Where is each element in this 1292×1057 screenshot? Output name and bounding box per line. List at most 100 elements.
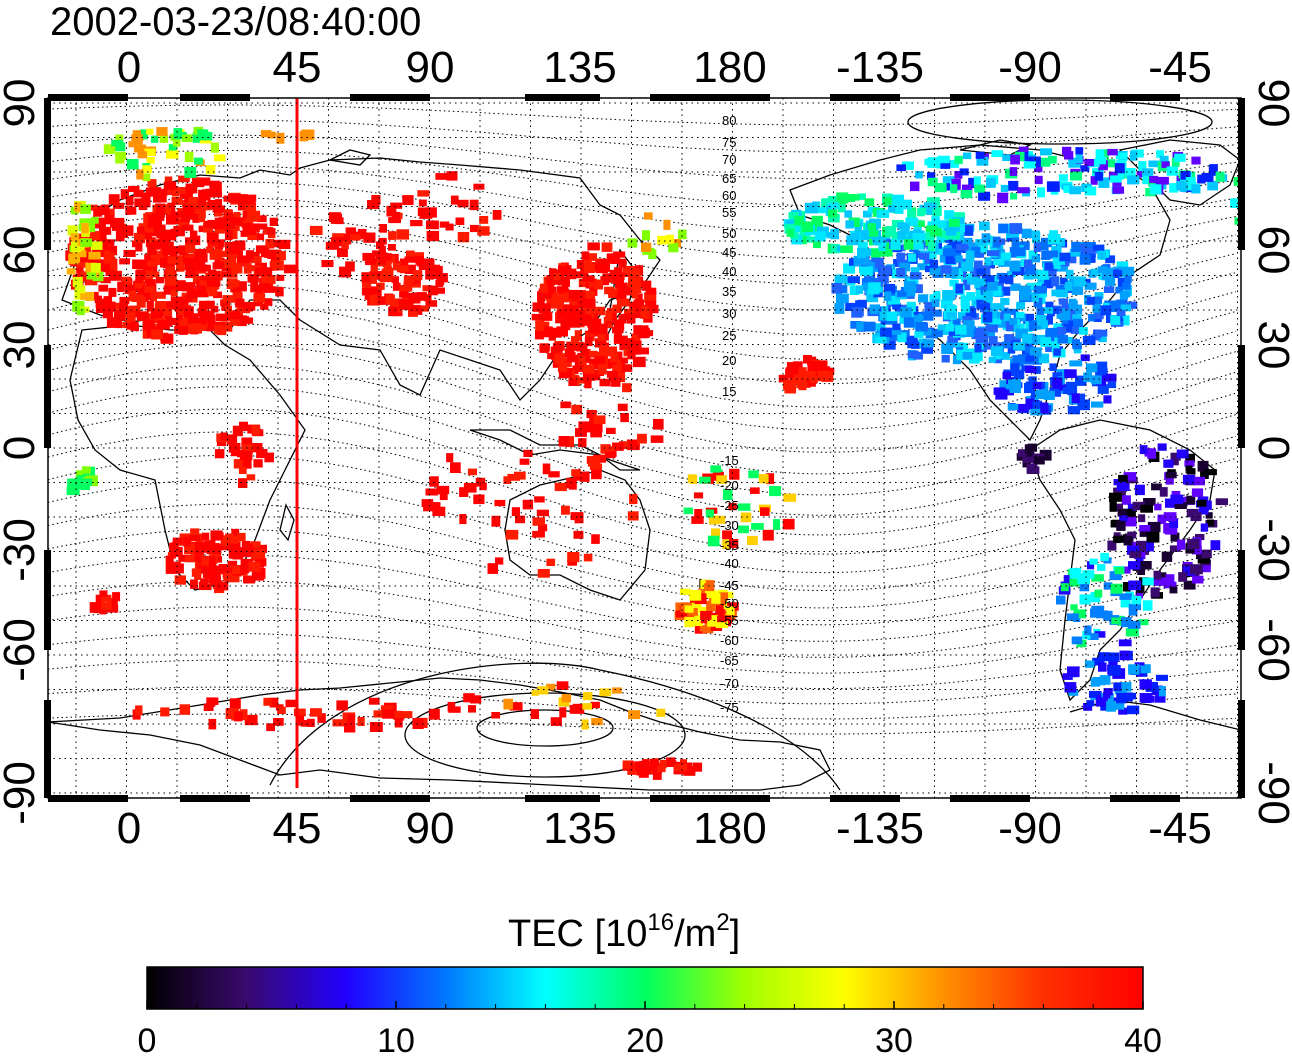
tec-observation: [827, 209, 838, 218]
tec-observation: [1086, 296, 1095, 305]
tec-observation: [980, 303, 991, 310]
tec-observation: [238, 478, 248, 488]
tec-observation: [244, 202, 257, 212]
tec-observation: [615, 358, 626, 366]
tec-observation: [1022, 333, 1033, 344]
tec-observation: [182, 282, 195, 292]
tec-observation: [1056, 369, 1068, 379]
tec-observation: [114, 217, 125, 229]
tec-observation: [567, 552, 580, 563]
tec-observation: [134, 198, 145, 207]
tec-observation: [1065, 381, 1078, 393]
tec-observation: [1169, 545, 1181, 552]
tec-observation: [163, 181, 177, 190]
tec-observation: [1084, 625, 1092, 636]
tec-observation: [170, 228, 183, 236]
tec-observation: [1072, 314, 1082, 323]
tec-observation: [260, 303, 269, 310]
tec-observation: [1030, 408, 1043, 416]
tec-observation: [1165, 574, 1175, 585]
tec-observation: [1128, 580, 1142, 591]
tec-observation: [390, 202, 403, 209]
tec-observation: [1070, 171, 1083, 181]
tec-observation: [136, 226, 145, 234]
tec-observation: [612, 304, 622, 313]
tec-observation: [914, 330, 924, 338]
tec-observation: [707, 620, 717, 627]
tec-observation: [574, 512, 584, 524]
tec-observation: [904, 289, 916, 297]
lon-tick-label-bottom: -45: [1148, 804, 1212, 853]
tec-observation: [591, 718, 603, 726]
tec-observation: [860, 230, 869, 240]
tec-observation: [830, 202, 840, 209]
tec-observation: [1066, 613, 1079, 621]
tec-observation: [108, 287, 117, 297]
tec-observation: [890, 239, 901, 250]
tec-observation: [1103, 286, 1115, 293]
tec-observation: [558, 265, 570, 276]
tec-observation: [925, 208, 935, 216]
tec-observation: [225, 212, 233, 221]
frame-bar-bottom: [830, 795, 900, 802]
tec-observation: [1051, 245, 1062, 256]
lon-tick-label-top: 90: [406, 43, 455, 92]
tec-observation: [591, 534, 600, 544]
tec-observation: [1002, 341, 1013, 349]
tec-observation: [277, 706, 286, 714]
tec-observation: [879, 265, 892, 276]
tec-observation: [214, 556, 222, 563]
lat-tick-label-left: 90: [0, 79, 44, 128]
tec-observation: [73, 202, 81, 211]
tec-observation: [683, 766, 696, 776]
tec-observation: [276, 132, 285, 144]
tec-observation: [1004, 224, 1014, 233]
tec-observation: [963, 279, 971, 291]
tec-observation: [90, 231, 101, 241]
tec-observation: [778, 374, 789, 383]
tec-observation: [946, 304, 956, 313]
tec-observation: [133, 189, 144, 198]
tec-observation: [1099, 675, 1111, 685]
tec-observation: [668, 243, 679, 253]
tec-observation: [102, 308, 113, 319]
tec-observation: [1185, 465, 1193, 472]
tec-observation: [1191, 156, 1201, 165]
tec-observation: [447, 701, 456, 712]
tec-observation: [935, 246, 947, 255]
tec-observation: [1071, 393, 1080, 404]
tec-observation: [556, 286, 569, 295]
tec-observation: [589, 463, 602, 470]
tec-observation: [1069, 568, 1082, 579]
tec-observation: [627, 238, 638, 248]
tec-observation: [762, 529, 774, 541]
tec-observation: [538, 303, 551, 314]
tec-observation: [131, 134, 143, 145]
tec-observation: [903, 317, 915, 328]
tec-observation: [1115, 286, 1124, 294]
tec-observation: [407, 292, 421, 304]
colorbar-title-exponent: 16: [647, 909, 674, 936]
frame-bar-left: [44, 345, 51, 448]
tec-observation: [942, 248, 956, 257]
tec-observation: [432, 269, 442, 279]
tec-observation: [844, 210, 853, 218]
tec-observation: [1230, 198, 1240, 208]
tec-observation: [1027, 443, 1038, 452]
tec-observation: [1083, 703, 1093, 711]
tec-observation: [1116, 520, 1126, 531]
tec-observation: [1157, 176, 1169, 185]
tec-observation: [915, 171, 923, 179]
magnetic-latitude-contour: [48, 528, 1237, 626]
tec-observation: [189, 535, 201, 541]
tec-observation: [334, 217, 344, 225]
tec-observation: [788, 212, 799, 220]
coastline-south-america: [1029, 419, 1216, 702]
tec-observation: [599, 688, 612, 697]
tec-observation: [1043, 390, 1055, 400]
tec-observation: [974, 260, 983, 268]
tec-observation: [251, 424, 260, 436]
tec-observation: [214, 199, 223, 207]
tec-observation: [1127, 503, 1136, 511]
tec-observation: [369, 287, 378, 295]
